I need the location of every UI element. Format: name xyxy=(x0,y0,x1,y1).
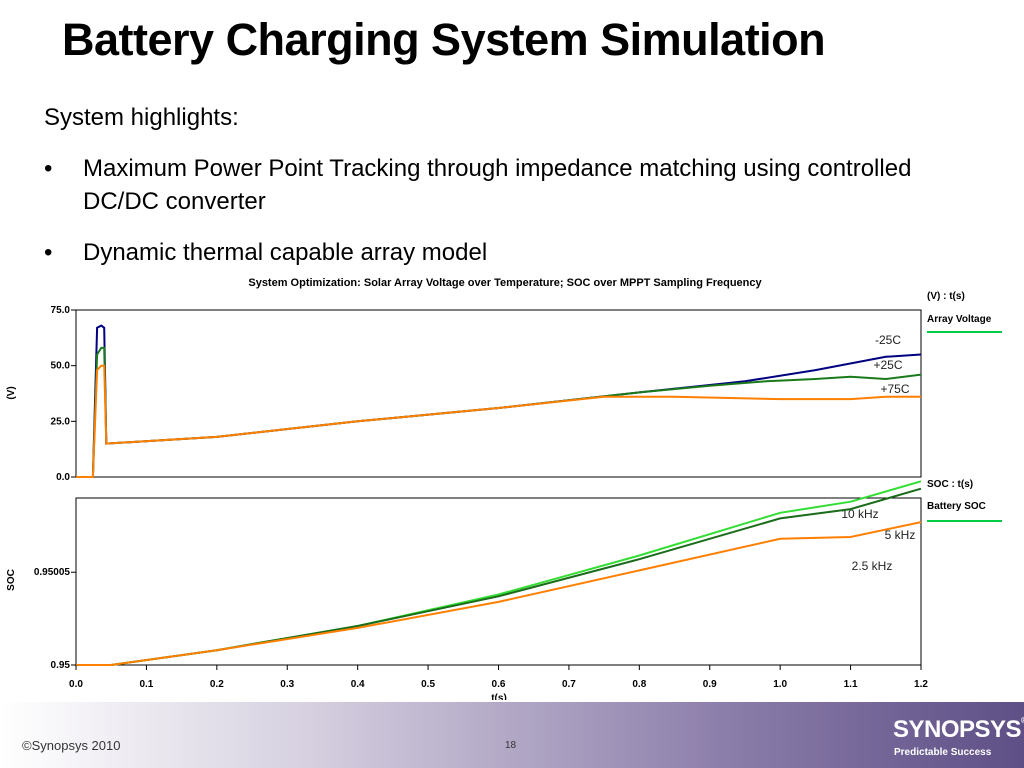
logo-tagline: Predictable Success xyxy=(894,747,992,758)
y-tick-label: 0.0 xyxy=(56,472,70,483)
y-tick-label: 0.95 xyxy=(51,660,71,671)
x-tick-label: 0.4 xyxy=(351,679,365,690)
synopsys-logo: SYNOPSYS® xyxy=(893,716,1024,743)
bullet-text: Maximum Power Point Tracking through imp… xyxy=(83,155,912,215)
legend-entry: Battery SOC xyxy=(927,501,986,512)
series-label: 5 kHz xyxy=(885,528,916,542)
x-tick-label: 1.2 xyxy=(914,679,928,690)
y-tick-label: 50.0 xyxy=(51,361,71,372)
x-tick-label: 0.1 xyxy=(139,679,153,690)
x-tick-label: 0.3 xyxy=(280,679,294,690)
x-tick-label: 0.0 xyxy=(69,679,83,690)
footer-bar: ©Synopsys 2010 18 SYNOPSYS® Predictable … xyxy=(0,702,1024,768)
x-tick-label: 1.1 xyxy=(844,679,858,690)
x-tick-label: 0.8 xyxy=(632,679,646,690)
series-line xyxy=(76,364,921,478)
x-tick-label: 0.9 xyxy=(703,679,717,690)
simulation-chart: System Optimization: Solar Array Voltage… xyxy=(6,277,1002,700)
y-axis-label: SOC xyxy=(6,569,17,591)
bullet-marker: • xyxy=(44,239,53,266)
chart-title: System Optimization: Solar Array Voltage… xyxy=(248,277,762,289)
legend-entry: Array Voltage xyxy=(927,314,992,325)
series-label: +25C xyxy=(873,358,902,372)
page-number: 18 xyxy=(505,740,517,751)
x-tick-label: 0.5 xyxy=(421,679,435,690)
legend-header: SOC : t(s) xyxy=(927,479,973,490)
copyright-text: ©Synopsys 2010 xyxy=(22,738,121,753)
intro-text: System highlights: xyxy=(44,104,239,131)
x-tick-label: 1.0 xyxy=(773,679,787,690)
bullet-text: Dynamic thermal capable array model xyxy=(83,239,488,266)
bullet-marker: • xyxy=(44,155,53,182)
series-label: -25C xyxy=(875,333,901,347)
y-tick-label: 25.0 xyxy=(51,416,71,427)
series-label: 10 kHz xyxy=(841,507,878,521)
series-line xyxy=(76,521,922,666)
x-tick-label: 0.2 xyxy=(210,679,224,690)
x-tick-label: 0.7 xyxy=(562,679,576,690)
x-tick-label: 0.6 xyxy=(492,679,506,690)
plot-frame xyxy=(75,497,922,666)
y-axis-label: (V) xyxy=(6,386,17,399)
y-tick-label: 75.0 xyxy=(51,305,71,316)
y-tick-label: 0.95005 xyxy=(34,567,71,578)
legend-header: (V) : t(s) xyxy=(927,291,965,302)
series-label: 2.5 kHz xyxy=(852,559,893,573)
x-axis-label: t(s) xyxy=(491,693,507,700)
slide-title: Battery Charging System Simulation xyxy=(62,14,826,65)
series-label: +75C xyxy=(880,382,909,396)
plot-frame xyxy=(75,309,922,478)
